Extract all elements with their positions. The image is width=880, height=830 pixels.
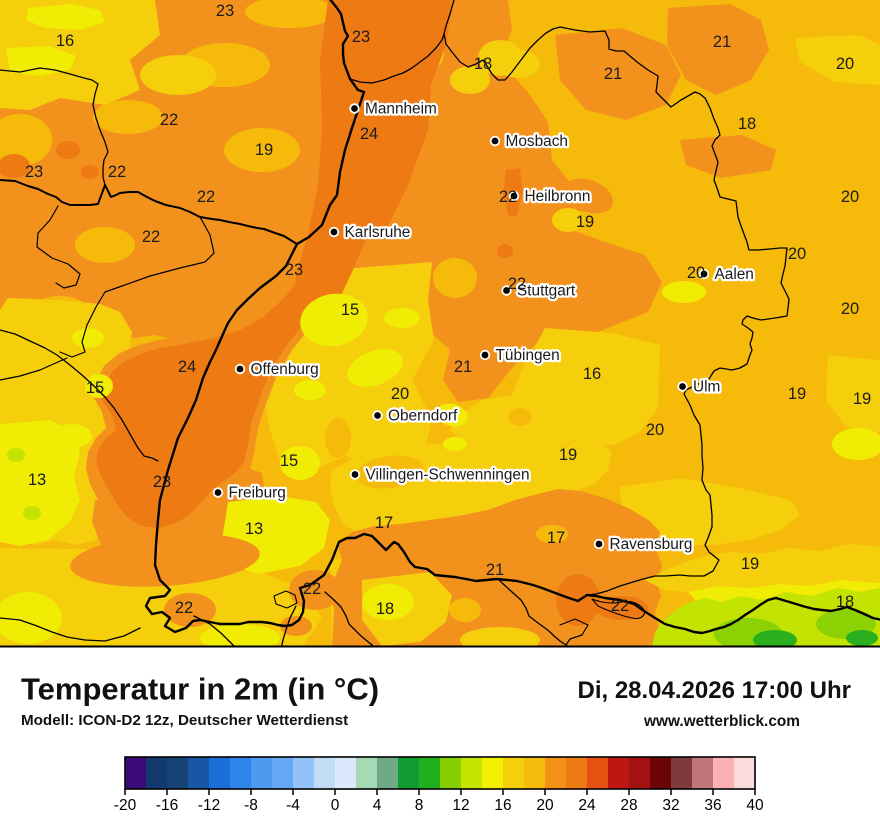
svg-text:Oberndorf: Oberndorf [388, 408, 458, 425]
svg-text:-20: -20 [114, 797, 137, 814]
svg-text:Villingen-Schwenningen: Villingen-Schwenningen [366, 467, 530, 484]
svg-text:21: 21 [454, 358, 472, 376]
svg-text:Freiburg: Freiburg [229, 485, 286, 502]
svg-text:21: 21 [713, 33, 731, 51]
svg-text:22: 22 [175, 599, 193, 617]
svg-text:www.wetterblick.com: www.wetterblick.com [643, 713, 800, 730]
svg-text:15: 15 [341, 301, 359, 319]
svg-text:17: 17 [547, 529, 565, 547]
svg-text:24: 24 [578, 797, 596, 814]
svg-text:22: 22 [303, 580, 321, 598]
svg-text:21: 21 [604, 65, 622, 83]
svg-text:20: 20 [687, 264, 705, 282]
svg-text:40: 40 [746, 797, 764, 814]
svg-text:19: 19 [576, 213, 594, 231]
svg-text:4: 4 [373, 797, 382, 814]
svg-text:17: 17 [375, 514, 393, 532]
svg-text:20: 20 [646, 421, 664, 439]
svg-text:Ravensburg: Ravensburg [610, 536, 693, 553]
svg-text:20: 20 [391, 385, 409, 403]
svg-text:Mosbach: Mosbach [506, 133, 568, 150]
svg-text:16: 16 [494, 797, 511, 814]
svg-text:18: 18 [738, 115, 756, 133]
svg-text:24: 24 [178, 358, 196, 376]
svg-text:20: 20 [536, 797, 554, 814]
svg-text:-12: -12 [198, 797, 220, 814]
svg-text:15: 15 [86, 379, 104, 397]
svg-text:24: 24 [360, 125, 378, 143]
svg-text:18: 18 [376, 600, 394, 618]
svg-text:Mannheim: Mannheim [365, 101, 437, 118]
svg-text:21: 21 [486, 561, 504, 579]
svg-text:8: 8 [415, 797, 424, 814]
svg-text:Di, 28.04.2026 17:00 Uhr: Di, 28.04.2026 17:00 Uhr [577, 677, 851, 704]
svg-text:32: 32 [662, 797, 679, 814]
svg-text:18: 18 [474, 55, 492, 73]
svg-text:19: 19 [255, 141, 273, 159]
svg-text:Tübingen: Tübingen [496, 347, 560, 364]
svg-text:Karlsruhe: Karlsruhe [345, 224, 411, 241]
svg-text:13: 13 [245, 520, 263, 538]
svg-text:22: 22 [108, 163, 126, 181]
svg-text:19: 19 [741, 555, 759, 573]
svg-text:16: 16 [56, 32, 74, 50]
svg-text:22: 22 [160, 111, 178, 129]
svg-text:20: 20 [836, 55, 854, 73]
svg-text:23: 23 [25, 163, 43, 181]
svg-text:19: 19 [788, 385, 806, 403]
svg-text:-8: -8 [244, 797, 258, 814]
svg-text:0: 0 [331, 797, 340, 814]
svg-text:18: 18 [836, 593, 854, 611]
svg-text:19: 19 [853, 390, 871, 408]
svg-text:Aalen: Aalen [715, 266, 754, 283]
svg-text:Offenburg: Offenburg [251, 361, 319, 378]
svg-text:12: 12 [452, 797, 469, 814]
svg-text:22: 22 [611, 597, 629, 615]
svg-text:22: 22 [499, 188, 517, 206]
svg-text:22: 22 [508, 275, 526, 293]
svg-text:20: 20 [841, 300, 859, 318]
svg-text:Modell: ICON-D2 12z, Deutscher: Modell: ICON-D2 12z, Deutscher Wetterdie… [21, 712, 348, 729]
svg-text:23: 23 [285, 261, 303, 279]
svg-text:Stuttgart: Stuttgart [517, 283, 576, 300]
svg-text:20: 20 [788, 245, 806, 263]
svg-text:13: 13 [28, 471, 46, 489]
svg-text:19: 19 [559, 446, 577, 464]
svg-text:23: 23 [216, 2, 234, 20]
svg-text:22: 22 [197, 188, 215, 206]
svg-text:Temperatur in 2m (in °C): Temperatur in 2m (in °C) [21, 672, 379, 707]
svg-text:-16: -16 [156, 797, 178, 814]
svg-text:28: 28 [620, 797, 637, 814]
svg-text:Heilbronn: Heilbronn [525, 188, 591, 205]
svg-text:Ulm: Ulm [693, 379, 720, 396]
svg-text:36: 36 [704, 797, 721, 814]
svg-text:23: 23 [153, 473, 171, 491]
svg-text:23: 23 [352, 28, 370, 46]
svg-text:-4: -4 [286, 797, 300, 814]
svg-text:15: 15 [280, 452, 298, 470]
svg-text:16: 16 [583, 365, 601, 383]
svg-text:20: 20 [841, 188, 859, 206]
svg-text:22: 22 [142, 228, 160, 246]
